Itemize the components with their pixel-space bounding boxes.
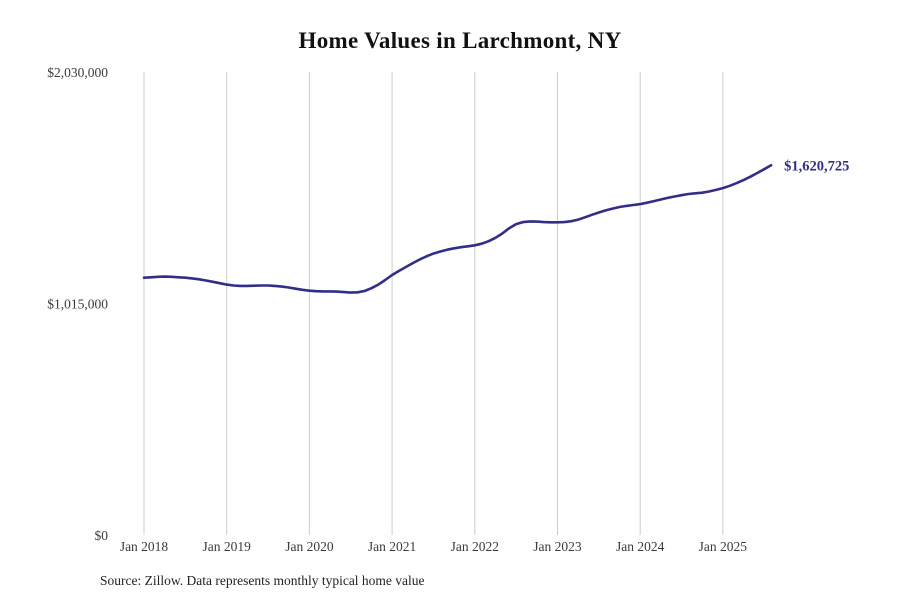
source-note: Source: Zillow. Data represents monthly …: [100, 573, 425, 588]
x-tick-label: Jan 2021: [368, 539, 416, 554]
x-tick-label: Jan 2024: [616, 539, 665, 554]
home-value-line: [142, 164, 773, 294]
chart-title: Home Values in Larchmont, NY: [298, 28, 622, 53]
x-tick-label: Jan 2019: [203, 539, 252, 554]
x-tick-label: Jan 2022: [451, 539, 499, 554]
x-tick-label: Jan 2023: [533, 539, 582, 554]
y-tick-label: $0: [95, 528, 109, 543]
y-tick-label: $1,015,000: [47, 297, 108, 312]
end-value-label: $1,620,725: [784, 158, 849, 174]
y-tick-label: $2,030,000: [47, 65, 108, 80]
x-tick-label: Jan 2018: [120, 539, 169, 554]
x-tick-label: Jan 2025: [699, 539, 748, 554]
x-tick-label: Jan 2020: [285, 539, 334, 554]
